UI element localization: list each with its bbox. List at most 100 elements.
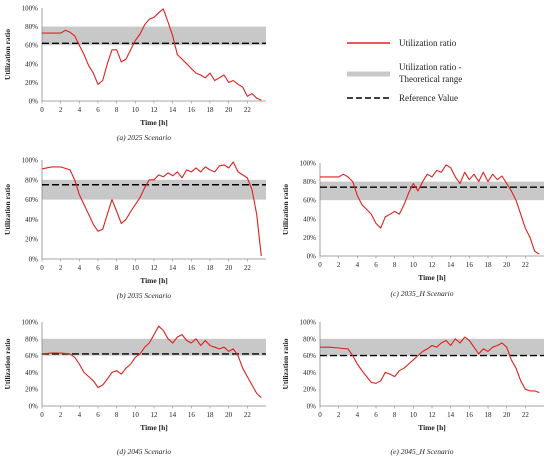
chart-2045-h: 0% 20% 40% 60% 80% 100% 0 2 4 6 8 10 12 14 16 18 20 22 Tim… <box>281 319 544 456</box>
y-tick-label: 80% <box>303 335 316 343</box>
y-tick-label: 80% <box>25 23 38 31</box>
panel-caption: (a) 2025 Scenario <box>117 133 171 142</box>
legend-label-theoretical-range-2: Theoretical range <box>399 74 462 84</box>
x-tick-label: 22 <box>244 264 252 272</box>
x-tick-label: 0 <box>40 264 44 272</box>
x-tick-label: 8 <box>393 261 397 269</box>
x-tick-label: 10 <box>132 264 140 272</box>
y-axis-title: Utilization ratio <box>3 29 12 80</box>
x-tick-label: 10 <box>132 106 140 114</box>
x-tick-label: 14 <box>169 106 177 114</box>
x-tick-label: 2 <box>59 411 63 419</box>
y-tick-label: 0% <box>307 403 317 411</box>
x-tick-label: 14 <box>169 264 177 272</box>
utilization-ratio-line <box>41 325 262 399</box>
legend-label-reference: Reference Value <box>399 93 458 103</box>
x-tick-label: 12 <box>151 106 159 114</box>
utilization-ratio-line <box>42 8 262 101</box>
theoretical-range-band <box>320 338 544 356</box>
x-tick-label: 20 <box>225 264 233 272</box>
x-tick-label: 4 <box>356 411 360 419</box>
utilization-ratio-line <box>320 336 540 394</box>
theoretical-range-band <box>42 338 266 356</box>
panel-caption: (c) 2035_H Scenario <box>391 289 454 298</box>
x-tick-label: 16 <box>188 106 196 114</box>
y-axis-title: Utilization ratio <box>3 184 12 235</box>
y-tick-label: 80% <box>303 178 316 186</box>
y-tick-label: 40% <box>303 369 316 377</box>
legend-label-theoretical-range: Utilization ratio - <box>399 62 461 72</box>
x-axis-title: Time [h] <box>140 276 168 285</box>
x-tick-label: 12 <box>151 264 159 272</box>
x-tick-label: 14 <box>447 411 455 419</box>
y-tick-label: 20% <box>303 234 316 242</box>
x-tick-label: 6 <box>96 411 100 419</box>
utilization-ratio-line <box>41 161 262 257</box>
x-tick-label: 4 <box>78 411 82 419</box>
x-tick-label: 0 <box>318 261 322 269</box>
x-tick-label: 18 <box>207 411 215 419</box>
x-tick-label: 16 <box>466 261 474 269</box>
x-tick-label: 10 <box>410 411 418 419</box>
y-axis-title: Utilization ratio <box>281 338 290 389</box>
x-axis-title: Time [h] <box>418 273 446 282</box>
chart-2035: 0% 20% 40% 60% 80% 100% 0 2 4 6 8 10 12 14 16 18 20 22 Tim… <box>3 157 266 300</box>
x-tick-label: 20 <box>503 261 511 269</box>
y-tick-label: 60% <box>25 196 38 204</box>
theoretical-range-band <box>42 26 266 46</box>
y-tick-label: 0% <box>29 403 39 411</box>
y-tick-label: 60% <box>303 352 316 360</box>
y-tick-label: 80% <box>25 176 38 184</box>
x-tick-label: 22 <box>244 411 252 419</box>
x-tick-label: 8 <box>115 106 119 114</box>
y-tick-label: 60% <box>25 42 38 50</box>
x-tick-label: 18 <box>207 106 215 114</box>
x-axis-title: Time [h] <box>418 423 446 432</box>
x-tick-label: 8 <box>115 411 119 419</box>
y-tick-label: 100% <box>300 319 317 327</box>
x-tick-label: 16 <box>188 264 196 272</box>
x-tick-label: 10 <box>132 411 140 419</box>
chart-2025: 0% 20% 40% 60% 80% 100% 0 2 4 6 8 10 12 14 16 18 20 22 Tim… <box>3 5 266 142</box>
x-tick-label: 18 <box>207 264 215 272</box>
x-axis-title: Time [h] <box>140 118 168 127</box>
legend-label-utilization: Utilization ratio <box>399 38 457 48</box>
panel-caption: (d) 2045 Scenario <box>117 447 171 456</box>
x-tick-label: 4 <box>78 106 82 114</box>
x-tick-label: 20 <box>225 106 233 114</box>
y-tick-label: 20% <box>25 236 38 244</box>
x-tick-label: 12 <box>151 411 159 419</box>
x-tick-label: 22 <box>522 411 530 419</box>
x-tick-label: 14 <box>169 411 177 419</box>
x-tick-label: 2 <box>59 264 63 272</box>
theoretical-range-band <box>320 181 544 201</box>
chart-2045: 0% 20% 40% 60% 80% 100% 0 2 4 6 8 10 12 14 16 18 20 22 Tim… <box>3 319 266 456</box>
x-tick-label: 2 <box>337 261 341 269</box>
x-tick-label: 20 <box>503 411 511 419</box>
x-tick-label: 6 <box>374 411 378 419</box>
x-tick-label: 4 <box>78 264 82 272</box>
x-tick-label: 22 <box>244 106 252 114</box>
x-tick-label: 12 <box>429 411 437 419</box>
y-tick-label: 80% <box>25 335 38 343</box>
x-tick-label: 6 <box>96 106 100 114</box>
y-tick-label: 60% <box>25 352 38 360</box>
y-axis-title: Utilization ratio <box>281 184 290 235</box>
y-tick-label: 40% <box>25 60 38 68</box>
x-tick-label: 0 <box>318 411 322 419</box>
x-tick-label: 8 <box>393 411 397 419</box>
x-tick-label: 10 <box>410 261 418 269</box>
x-tick-label: 4 <box>356 261 360 269</box>
y-tick-label: 60% <box>303 197 316 205</box>
x-tick-label: 18 <box>485 411 493 419</box>
x-tick-label: 6 <box>374 261 378 269</box>
y-tick-label: 0% <box>29 98 39 106</box>
y-tick-label: 100% <box>300 160 317 168</box>
x-tick-label: 22 <box>522 261 530 269</box>
x-axis-title: Time [h] <box>140 423 168 432</box>
y-tick-label: 20% <box>303 386 316 394</box>
y-tick-label: 40% <box>303 215 316 223</box>
y-tick-label: 40% <box>25 369 38 377</box>
x-tick-label: 16 <box>466 411 474 419</box>
